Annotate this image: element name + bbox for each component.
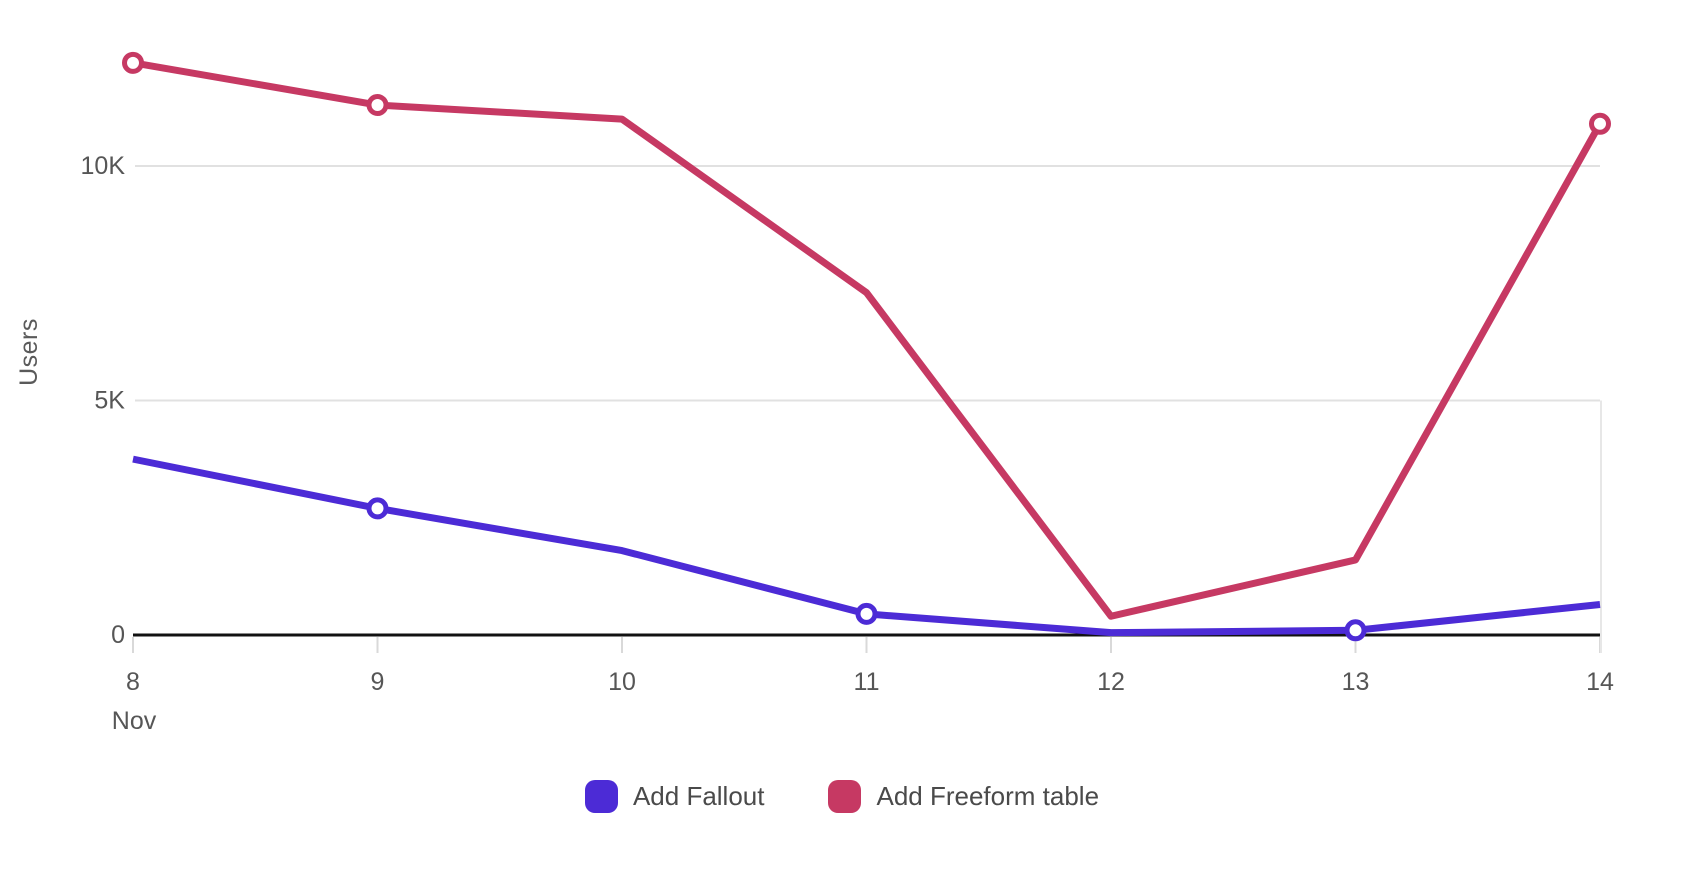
data-point-markers [122,51,1611,642]
x-tick-label: 14 [1586,668,1614,696]
data-point-add-fallout-nov-13[interactable] [1344,619,1367,642]
x-tick-label: 10 [608,668,636,696]
y-tick-label: 10K [81,152,126,180]
x-tick-label: 12 [1097,668,1125,696]
legend-swatch [584,780,618,813]
legend-item-add-freeform-table[interactable]: Add Freeform table [828,780,1099,813]
y-tick-label: 5K [94,387,125,415]
x-tick-label: 8 [126,668,140,696]
data-point-add-fallout-nov-11[interactable] [855,602,878,625]
data-point-add-freeform-table-nov-14[interactable] [1589,112,1611,135]
axis-labels: 0 5K 10K 8 9 10 11 12 13 14 Nov [81,152,1614,735]
legend-item-add-fallout[interactable]: Add Fallout [584,780,765,813]
series-line-add-freeform-table[interactable] [132,59,1604,620]
data-point-add-freeform-table-nov-9[interactable] [366,94,389,117]
data-point-add-freeform-table-nov-8[interactable] [122,51,144,74]
gridlines [135,165,1600,402]
y-tick-label: 0 [111,621,125,649]
x-tick-label: 11 [854,668,880,696]
x-tick-label: 13 [1342,668,1370,696]
legend-label: Add Fallout [632,781,765,811]
legend-swatch [828,780,862,813]
y-axis-title: Users [15,318,43,386]
data-point-add-fallout-nov-9[interactable] [366,497,389,520]
legend: Add Fallout Add Freeform table [0,780,1684,813]
x-tick-label: 9 [371,668,385,696]
x-axis-month-label: Nov [112,707,157,735]
legend-label: Add Freeform table [876,781,1100,811]
series-lines [132,59,1604,637]
